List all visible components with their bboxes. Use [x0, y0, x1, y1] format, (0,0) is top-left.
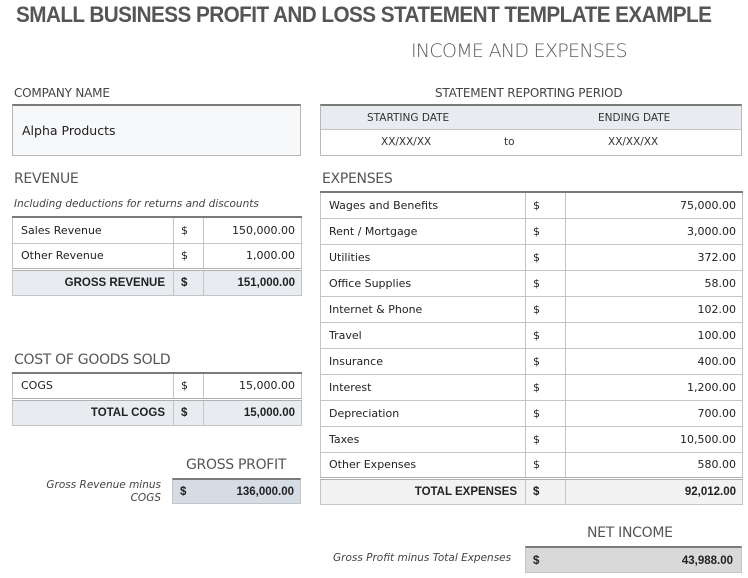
expense-row-label: Depreciation: [320, 399, 526, 427]
expense-amount-field[interactable]: 372.00: [565, 243, 743, 271]
expense-row-label: Rent / Mortgage: [320, 217, 526, 245]
currency-symbol: $: [525, 191, 566, 219]
page-subtitle: INCOME AND EXPENSES: [411, 40, 628, 62]
currency-symbol: $: [525, 425, 566, 453]
gross-profit-box: $ 136,000.00: [172, 478, 301, 504]
total-cogs-row: TOTAL COGS $ 15,000.00: [12, 397, 302, 426]
expense-amount-field[interactable]: 1,200.00: [565, 373, 743, 401]
table-row: Rent / Mortgage $ 3,000.00: [320, 217, 743, 245]
revenue-note: Including deductions for returns and dis…: [14, 198, 259, 210]
expense-amount-field[interactable]: 75,000.00: [565, 191, 743, 219]
expenses-heading: EXPENSES: [322, 171, 393, 187]
currency-symbol: $: [525, 295, 566, 323]
gross-revenue-label: GROSS REVENUE: [12, 267, 174, 296]
table-row: Other Expenses $ 580.00: [320, 451, 743, 479]
total-expenses-label: TOTAL EXPENSES: [320, 476, 526, 505]
starting-date-label: STARTING DATE: [367, 112, 450, 124]
ending-date-label: ENDING DATE: [598, 112, 671, 124]
total-expenses-amount: 92,012.00: [565, 476, 743, 505]
expense-amount-field[interactable]: 102.00: [565, 295, 743, 323]
currency-symbol: $: [525, 373, 566, 401]
gross-profit-amount: 136,000.00: [236, 486, 294, 498]
currency-symbol: $: [173, 242, 204, 270]
cogs-row-label: COGS: [12, 372, 174, 400]
expense-row-label: Internet & Phone: [320, 295, 526, 323]
expense-row-label: Taxes: [320, 425, 526, 453]
expense-row-label: Insurance: [320, 347, 526, 375]
gross-revenue-row: GROSS REVENUE $ 151,000.00: [12, 267, 302, 296]
revenue-table: Sales Revenue $ 150,000.00 Other Revenue…: [12, 216, 302, 296]
reporting-period-table: STARTING DATE ENDING DATE XX/XX/XX to XX…: [320, 104, 742, 156]
table-row: Office Supplies $ 58.00: [320, 269, 743, 297]
table-row: Taxes $ 10,500.00: [320, 425, 743, 453]
total-expenses-row: TOTAL EXPENSES $ 92,012.00: [320, 476, 743, 505]
reporting-period-label: STATEMENT REPORTING PERIOD: [435, 86, 623, 100]
gross-revenue-amount: 151,000.00: [203, 267, 302, 296]
table-row: Wages and Benefits $ 75,000.00: [320, 191, 743, 219]
table-row: Internet & Phone $ 102.00: [320, 295, 743, 323]
table-row: Interest $ 1,200.00: [320, 373, 743, 401]
currency-symbol: $: [525, 347, 566, 375]
expense-row-label: Office Supplies: [320, 269, 526, 297]
expense-amount-field[interactable]: 3,000.00: [565, 217, 743, 245]
expense-amount-field[interactable]: 100.00: [565, 321, 743, 349]
table-row: Insurance $ 400.00: [320, 347, 743, 375]
currency-symbol: $: [173, 372, 204, 400]
company-name-value: Alpha Products: [22, 123, 116, 138]
currency-symbol: $: [525, 269, 566, 297]
table-row: Other Revenue $ 1,000.00: [12, 242, 302, 270]
currency-symbol: $: [525, 243, 566, 271]
expense-row-label: Travel: [320, 321, 526, 349]
currency-symbol: $: [173, 216, 204, 244]
net-income-amount: 43,988.00: [681, 555, 733, 567]
period-separator: to: [504, 136, 515, 148]
gross-profit-heading: GROSS PROFIT: [186, 457, 287, 473]
company-name-field[interactable]: Alpha Products: [12, 104, 301, 156]
table-row: Travel $ 100.00: [320, 321, 743, 349]
table-row: COGS $ 15,000.00: [12, 372, 302, 400]
currency-symbol: $: [533, 555, 540, 567]
currency-symbol: $: [525, 321, 566, 349]
gross-profit-note-line1: Gross Revenue minus: [46, 479, 161, 491]
currency-symbol: $: [525, 399, 566, 427]
revenue-amount-field[interactable]: 150,000.00: [203, 216, 302, 244]
cogs-heading: COST OF GOODS SOLD: [14, 352, 171, 368]
revenue-heading: REVENUE: [14, 171, 79, 187]
net-income-box: $ 43,988.00: [525, 546, 742, 573]
currency-symbol: $: [180, 486, 187, 498]
expense-amount-field[interactable]: 10,500.00: [565, 425, 743, 453]
currency-symbol: $: [525, 217, 566, 245]
currency-symbol: $: [525, 476, 566, 505]
total-cogs-amount: 15,000.00: [203, 397, 302, 426]
currency-symbol: $: [525, 451, 566, 479]
cogs-amount-field[interactable]: 15,000.00: [203, 372, 302, 400]
expenses-table: Wages and Benefits $ 75,000.00 Rent / Mo…: [320, 191, 743, 505]
table-row: Sales Revenue $ 150,000.00: [12, 216, 302, 244]
starting-date-field[interactable]: XX/XX/XX: [381, 136, 432, 148]
revenue-amount-field[interactable]: 1,000.00: [203, 242, 302, 270]
expense-amount-field[interactable]: 58.00: [565, 269, 743, 297]
expense-amount-field[interactable]: 580.00: [565, 451, 743, 479]
table-row: Utilities $ 372.00: [320, 243, 743, 271]
ending-date-field[interactable]: XX/XX/XX: [608, 136, 659, 148]
total-cogs-label: TOTAL COGS: [12, 397, 174, 426]
expense-amount-field[interactable]: 700.00: [565, 399, 743, 427]
revenue-row-label: Sales Revenue: [12, 216, 174, 244]
currency-symbol: $: [173, 267, 204, 296]
net-income-heading: NET INCOME: [587, 525, 673, 541]
table-row: Depreciation $ 700.00: [320, 399, 743, 427]
page-title: SMALL BUSINESS PROFIT AND LOSS STATEMENT…: [16, 2, 712, 27]
gross-profit-note-line2: COGS: [130, 492, 161, 504]
revenue-row-label: Other Revenue: [12, 242, 174, 270]
company-name-label: COMPANY NAME: [14, 86, 110, 100]
expense-row-label: Wages and Benefits: [320, 191, 526, 219]
currency-symbol: $: [173, 397, 204, 426]
cogs-table: COGS $ 15,000.00 TOTAL COGS $ 15,000.00: [12, 372, 302, 426]
expense-row-label: Interest: [320, 373, 526, 401]
expense-row-label: Other Expenses: [320, 451, 526, 479]
expense-amount-field[interactable]: 400.00: [565, 347, 743, 375]
expense-row-label: Utilities: [320, 243, 526, 271]
net-income-note: Gross Profit minus Total Expenses: [333, 552, 512, 564]
